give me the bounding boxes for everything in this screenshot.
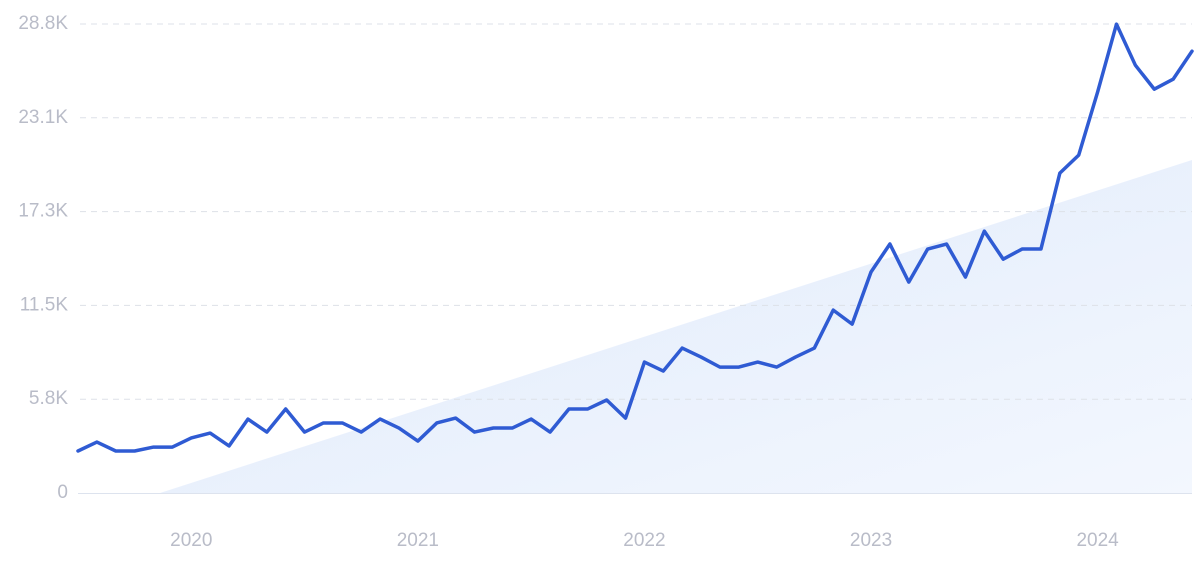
- data-line: [76, 22, 1194, 453]
- y-tick-label: 28.8K: [18, 13, 68, 34]
- x-tick-label: 2020: [170, 530, 212, 551]
- y-tick-label: 5.8K: [29, 388, 68, 409]
- y-tick-label: 0: [57, 482, 68, 503]
- y-tick-label: 11.5K: [20, 294, 69, 315]
- grid: [80, 23, 1192, 400]
- trend-area: [160, 160, 1192, 493]
- y-tick-label: 17.3K: [18, 201, 68, 222]
- x-tick-label: 2022: [623, 530, 665, 551]
- x-tick-label: 2021: [397, 530, 439, 551]
- x-tick-label: 2023: [850, 530, 892, 551]
- y-tick-label: 23.1K: [18, 107, 68, 128]
- x-tick-label: 2024: [1076, 530, 1119, 551]
